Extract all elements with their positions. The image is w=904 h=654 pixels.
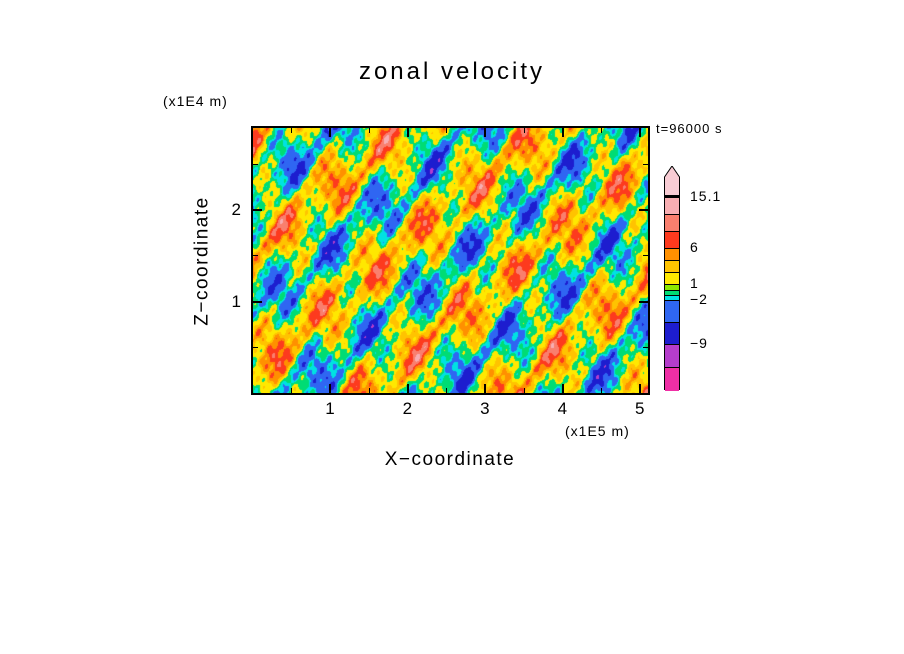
y-minor-tick (643, 255, 648, 257)
colorbar-segment (665, 367, 679, 391)
colorbar-segment (665, 344, 679, 367)
colorbar-segment (665, 322, 679, 344)
colorbar-segment (665, 284, 679, 290)
colorbar-label: 6 (690, 239, 699, 255)
plot-area (251, 126, 650, 395)
x-major-tick (639, 384, 642, 393)
x-major-tick (329, 384, 332, 393)
x-tick-label: 2 (402, 399, 414, 418)
x-axis-title: X−coordinate (384, 449, 516, 470)
y-minor-tick (253, 164, 258, 166)
y-minor-tick (253, 346, 258, 348)
colorbar-label: −2 (690, 291, 708, 307)
colorbar-segment (665, 248, 679, 260)
plot-title: zonal velocity (358, 58, 546, 85)
x-tick-label: 5 (635, 399, 646, 418)
y-tick-label: 1 (231, 291, 242, 311)
x-major-tick (329, 128, 332, 137)
x-axis-unit-label: (x1E5 m) (565, 423, 630, 439)
time-annotation: t=96000 s (656, 121, 723, 136)
x-minor-tick (523, 388, 525, 393)
colorbar-label: 15.1 (690, 188, 722, 204)
x-minor-tick (601, 128, 603, 133)
x-axis-title-box: X−coordinate (0, 449, 904, 471)
x-minor-tick (368, 128, 370, 133)
colorbar-label: 1 (690, 275, 699, 291)
y-minor-tick (253, 255, 258, 257)
y-axis-unit-label: (x1E4 m) (163, 93, 228, 109)
x-minor-tick (291, 128, 293, 133)
y-minor-tick (643, 164, 648, 166)
colorbar-segment (665, 290, 679, 295)
colorbar-segment (665, 300, 679, 322)
x-tick-label: 3 (480, 399, 491, 418)
y-minor-tick (643, 346, 648, 348)
y-axis-title-box: Z−coordinate (190, 128, 216, 393)
x-major-tick (561, 128, 564, 137)
x-major-tick (484, 128, 487, 137)
colorbar-segment (665, 295, 679, 300)
x-major-tick (406, 128, 409, 137)
colorbar-segment (665, 231, 679, 248)
y-major-tick (639, 209, 648, 212)
colorbar-segment (665, 197, 679, 214)
x-major-tick (406, 384, 409, 393)
x-tick-label: 4 (557, 399, 569, 418)
y-tick-label: 2 (231, 200, 242, 220)
y-major-tick (253, 209, 262, 212)
x-minor-tick (446, 128, 448, 133)
x-tick-label: 1 (325, 399, 336, 418)
x-minor-tick (523, 128, 525, 133)
x-major-tick (639, 128, 642, 137)
x-minor-tick (291, 388, 293, 393)
x-minor-tick (601, 388, 603, 393)
colorbar-label: −9 (690, 335, 708, 351)
y-major-tick (639, 300, 648, 303)
colorbar-segment (665, 260, 679, 272)
contour-field-canvas (253, 128, 648, 393)
x-major-tick (484, 384, 487, 393)
x-major-tick (561, 384, 564, 393)
colorbar (664, 196, 680, 391)
colorbar-segment (665, 272, 679, 284)
x-minor-tick (368, 388, 370, 393)
colorbar-segment (665, 214, 679, 231)
x-minor-tick (446, 388, 448, 393)
colorbar-tip-icon (664, 166, 680, 196)
y-major-tick (253, 300, 262, 303)
